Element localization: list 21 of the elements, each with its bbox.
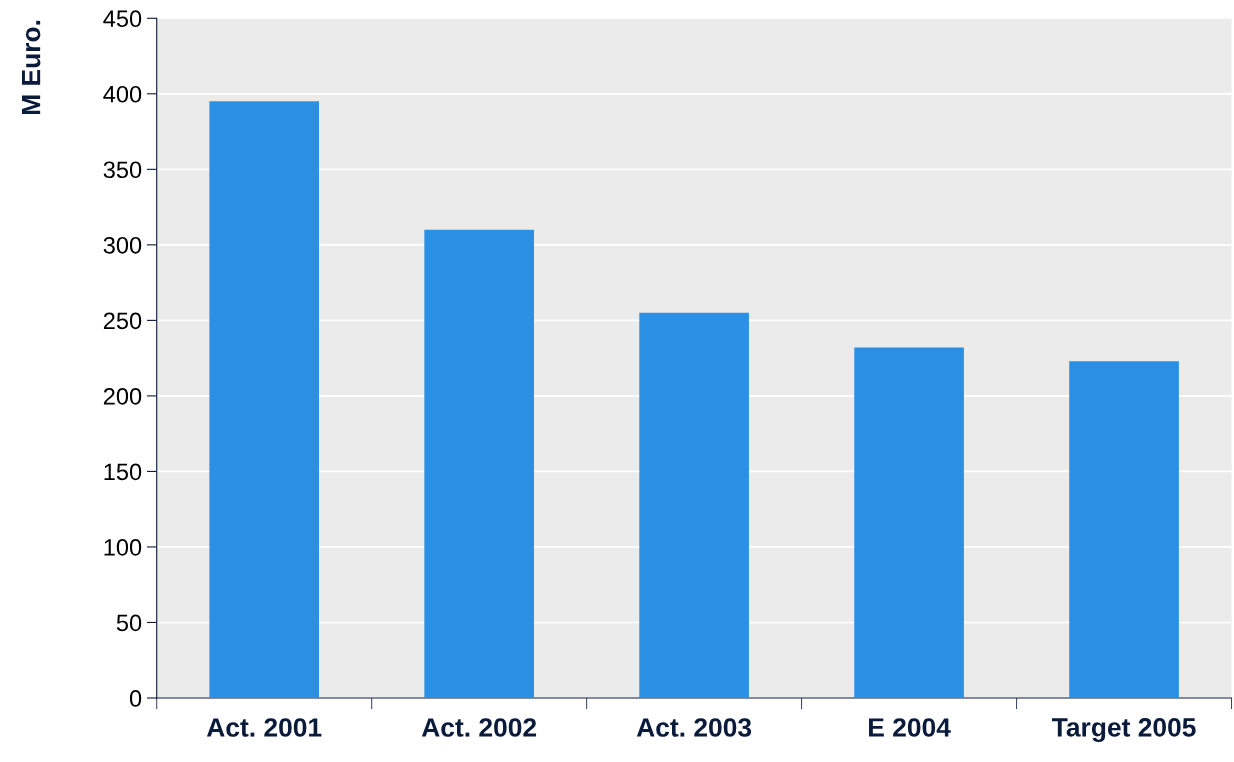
x-tick-label: Act. 2003 [636, 718, 752, 737]
y-tick-label: 200 [103, 387, 142, 405]
x-tick-label: Act. 2002 [421, 718, 537, 737]
y-tick-label: 100 [104, 539, 142, 556]
bar [209, 101, 320, 698]
y-tick-label: 150 [104, 463, 142, 481]
y-tick-label: 350 [103, 161, 142, 179]
x-tick-label: E 2004 [869, 718, 951, 737]
y-tick-label: 250 [103, 312, 142, 330]
bar [1069, 361, 1179, 698]
y-tick-label: 300 [103, 236, 142, 254]
bar [639, 312, 749, 698]
x-tick-label: Target 2005 [1051, 718, 1196, 743]
y-tick-label: 50 [116, 614, 142, 632]
y-tick-label: 450 [103, 10, 142, 28]
y-axis-title: M Euro. [21, 20, 41, 115]
x-tick-label: Act. 2001 [206, 718, 322, 737]
y-tick-label: 0 [129, 690, 142, 707]
y-tick-label: 400 [103, 85, 142, 103]
bar [854, 347, 964, 698]
bar [424, 229, 534, 698]
